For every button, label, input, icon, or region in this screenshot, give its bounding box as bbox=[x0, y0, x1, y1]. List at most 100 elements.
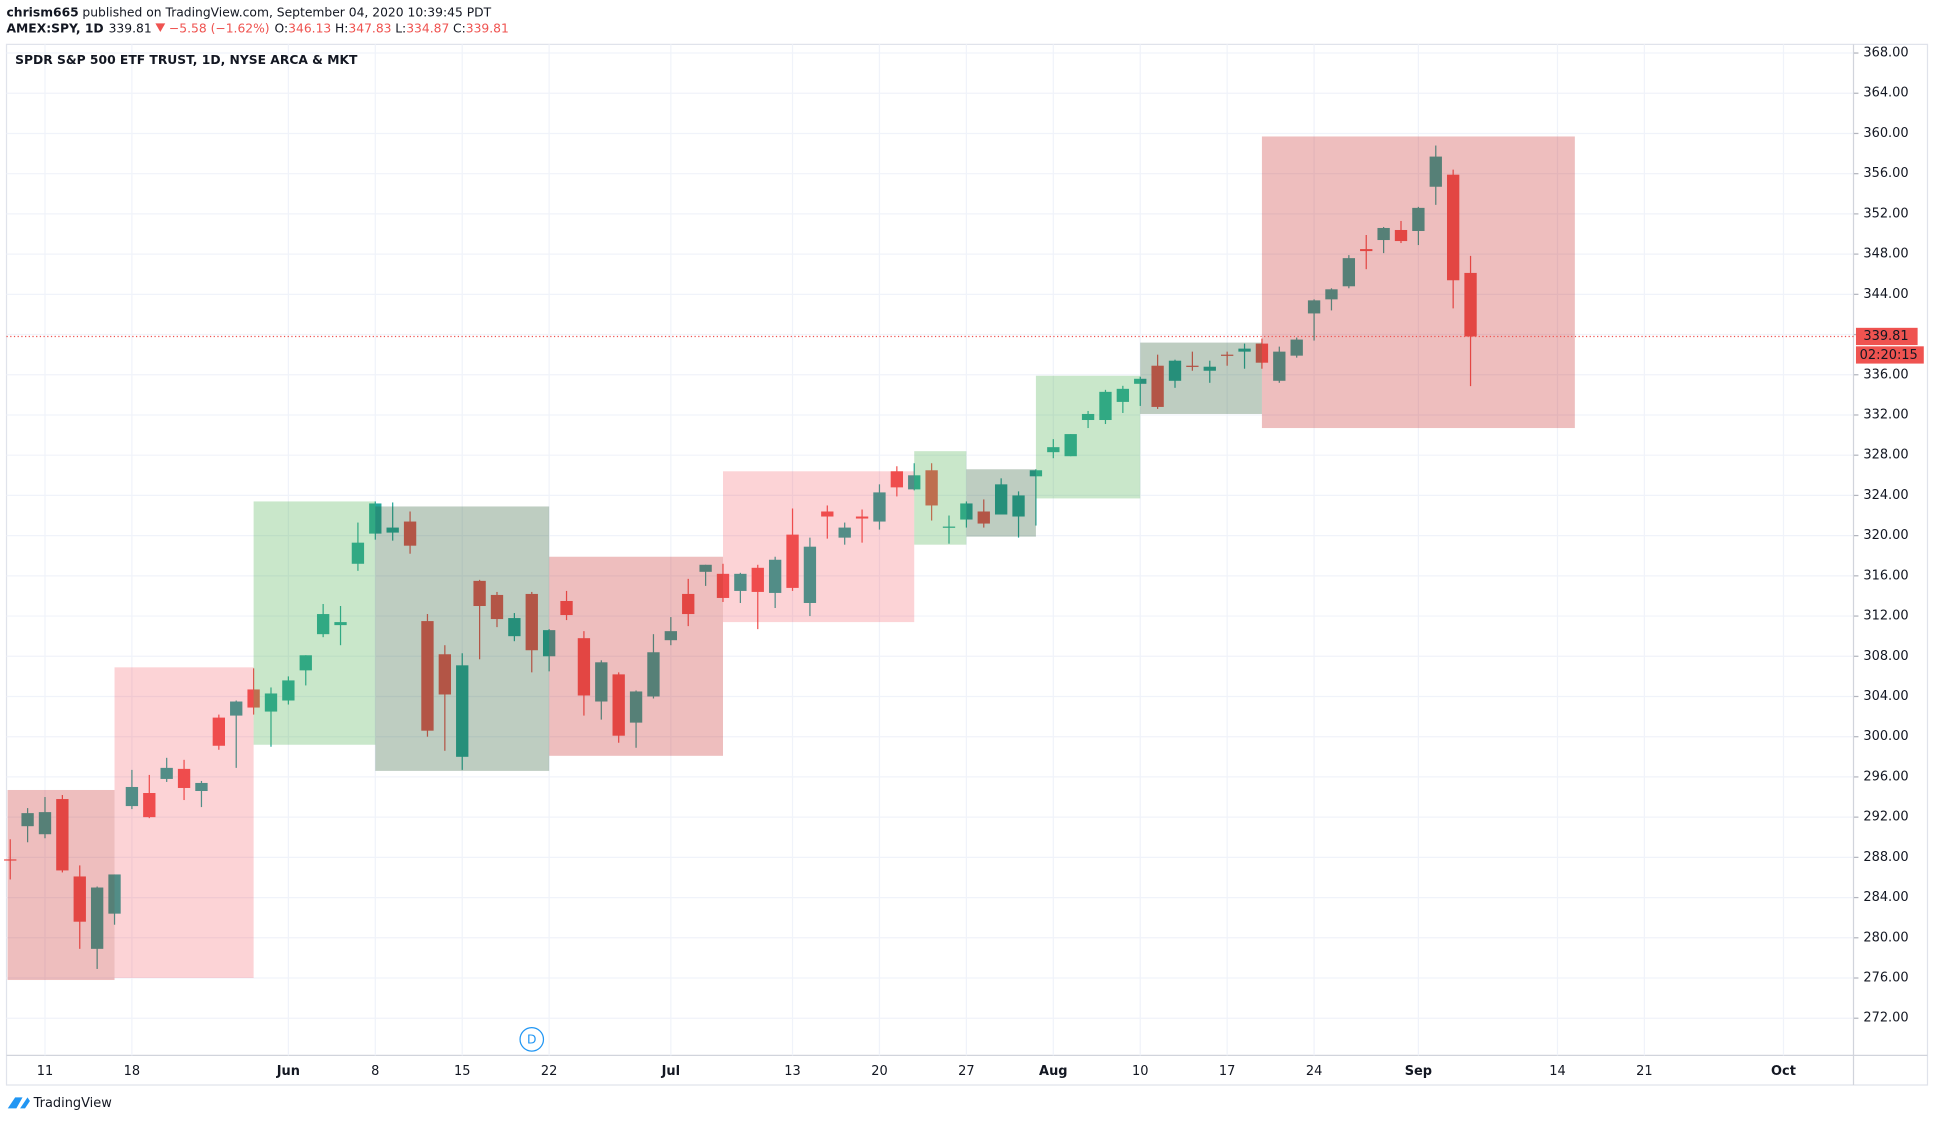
y-tick-label: 352.00 bbox=[1863, 206, 1908, 221]
candle-body bbox=[143, 793, 156, 818]
close-value: 339.81 bbox=[466, 21, 509, 35]
candle-body bbox=[1429, 156, 1442, 187]
candle-body bbox=[838, 527, 851, 538]
x-tick-label: 18 bbox=[124, 1064, 140, 1079]
candle-body bbox=[351, 542, 365, 564]
axes: 272.00 276.00 280.00 284.00 288.00 292.00 296.… bbox=[6, 46, 1924, 1079]
zone bbox=[114, 667, 254, 979]
candle-body bbox=[716, 573, 730, 598]
y-tick-label: 276.00 bbox=[1863, 971, 1908, 986]
y-tick-label: 312.00 bbox=[1863, 609, 1908, 624]
y-tick-label: 304.00 bbox=[1863, 689, 1908, 704]
y-tick-label: 364.00 bbox=[1863, 86, 1908, 101]
candle-body bbox=[803, 546, 817, 603]
candle-body bbox=[751, 567, 764, 592]
zone bbox=[1140, 342, 1262, 414]
candle-body bbox=[473, 580, 486, 607]
candle-body bbox=[855, 516, 869, 519]
author-line: chrism665 published on TradingView.com, S… bbox=[7, 5, 492, 19]
chart-title: SPDR S&P 500 ETF TRUST, 1D, NYSE ARCA & … bbox=[15, 53, 358, 67]
candle-body bbox=[595, 662, 608, 702]
candle-body bbox=[247, 689, 260, 708]
y-tick-label: 348.00 bbox=[1863, 247, 1908, 262]
candle-body bbox=[1116, 388, 1130, 402]
candle-body bbox=[960, 503, 973, 520]
candle-body bbox=[1360, 249, 1373, 252]
candle-body bbox=[1012, 495, 1025, 517]
x-tick-label: 22 bbox=[541, 1064, 557, 1079]
y-tick-label: 344.00 bbox=[1863, 287, 1908, 302]
high-label: H: bbox=[335, 21, 348, 35]
x-tick-label: Sep bbox=[1405, 1064, 1432, 1079]
candle-body bbox=[629, 691, 643, 723]
x-tick-label: 11 bbox=[37, 1064, 53, 1079]
y-tick-label: 300.00 bbox=[1863, 729, 1908, 744]
candle-body bbox=[1081, 413, 1095, 421]
countdown-label: 02:20:15 bbox=[1860, 348, 1918, 363]
candle-body bbox=[1255, 343, 1269, 363]
y-tick-label: 324.00 bbox=[1863, 488, 1908, 503]
x-tick-label: 10 bbox=[1132, 1064, 1148, 1079]
x-tick-label: 27 bbox=[958, 1064, 974, 1079]
candle-body bbox=[490, 594, 504, 620]
candle-body bbox=[1064, 434, 1077, 457]
candle-body bbox=[994, 484, 1008, 515]
candle-body bbox=[1412, 207, 1425, 231]
candle-body bbox=[38, 812, 52, 835]
y-tick-label: 368.00 bbox=[1863, 46, 1908, 61]
candle-body bbox=[821, 511, 834, 517]
candle-body bbox=[1307, 300, 1321, 314]
y-tick-label: 284.00 bbox=[1863, 890, 1908, 905]
candle-body bbox=[1220, 354, 1234, 356]
change: −5.58 (−1.62%) bbox=[169, 21, 270, 35]
brand: TradingView bbox=[33, 1096, 113, 1111]
x-tick-label: Aug bbox=[1039, 1064, 1067, 1079]
author: chrism665 bbox=[7, 5, 79, 19]
zones bbox=[7, 136, 1575, 981]
y-tick-label: 360.00 bbox=[1863, 126, 1908, 141]
dividend-marker[interactable] bbox=[519, 1027, 545, 1052]
x-tick-label: 13 bbox=[784, 1064, 800, 1079]
candle-body bbox=[647, 652, 660, 697]
candle-body bbox=[1134, 378, 1147, 384]
y-tick-label: 332.00 bbox=[1863, 407, 1908, 422]
close-label: C: bbox=[453, 21, 466, 35]
symbol-line: AMEX:SPY, 1D 339.81 −5.58 (−1.62%) O:346.13… bbox=[7, 21, 509, 35]
zone bbox=[914, 451, 967, 545]
candle-body bbox=[1186, 365, 1199, 367]
candle-body bbox=[786, 534, 799, 588]
candle-body bbox=[212, 717, 226, 746]
countdown-tag bbox=[1855, 346, 1924, 364]
y-tick-label: 288.00 bbox=[1863, 850, 1908, 865]
candle-body bbox=[125, 786, 139, 807]
x-tick-label: 21 bbox=[1636, 1064, 1652, 1079]
zone bbox=[722, 471, 915, 623]
x-tick-label: 24 bbox=[1306, 1064, 1322, 1079]
dividend-marker-label: D bbox=[527, 1033, 536, 1047]
candle-body bbox=[1168, 360, 1182, 381]
candle-body bbox=[160, 767, 173, 779]
candle-body bbox=[1238, 348, 1251, 352]
candle-body bbox=[1203, 366, 1216, 371]
y-tick-label: 316.00 bbox=[1863, 568, 1908, 583]
candle-body bbox=[612, 674, 625, 736]
published: published on TradingView.com, September … bbox=[82, 5, 491, 19]
last-price-tag-label: 339.81 bbox=[1863, 329, 1908, 344]
high-value: 347.83 bbox=[348, 21, 391, 35]
candle-body bbox=[1029, 470, 1043, 477]
candle-body bbox=[1377, 227, 1390, 241]
candle-body bbox=[768, 559, 782, 593]
candle-body bbox=[403, 521, 417, 546]
candle-body bbox=[664, 631, 678, 641]
candle-body bbox=[908, 475, 921, 490]
zone bbox=[7, 789, 115, 981]
down-arrow bbox=[155, 23, 166, 33]
candle-body bbox=[890, 471, 904, 488]
last-price-tag bbox=[1855, 327, 1918, 346]
candle-body bbox=[1290, 339, 1303, 356]
candle-body bbox=[925, 470, 938, 506]
candle-body bbox=[1047, 447, 1060, 453]
candle-body bbox=[1151, 365, 1164, 407]
candle-body bbox=[282, 680, 295, 701]
